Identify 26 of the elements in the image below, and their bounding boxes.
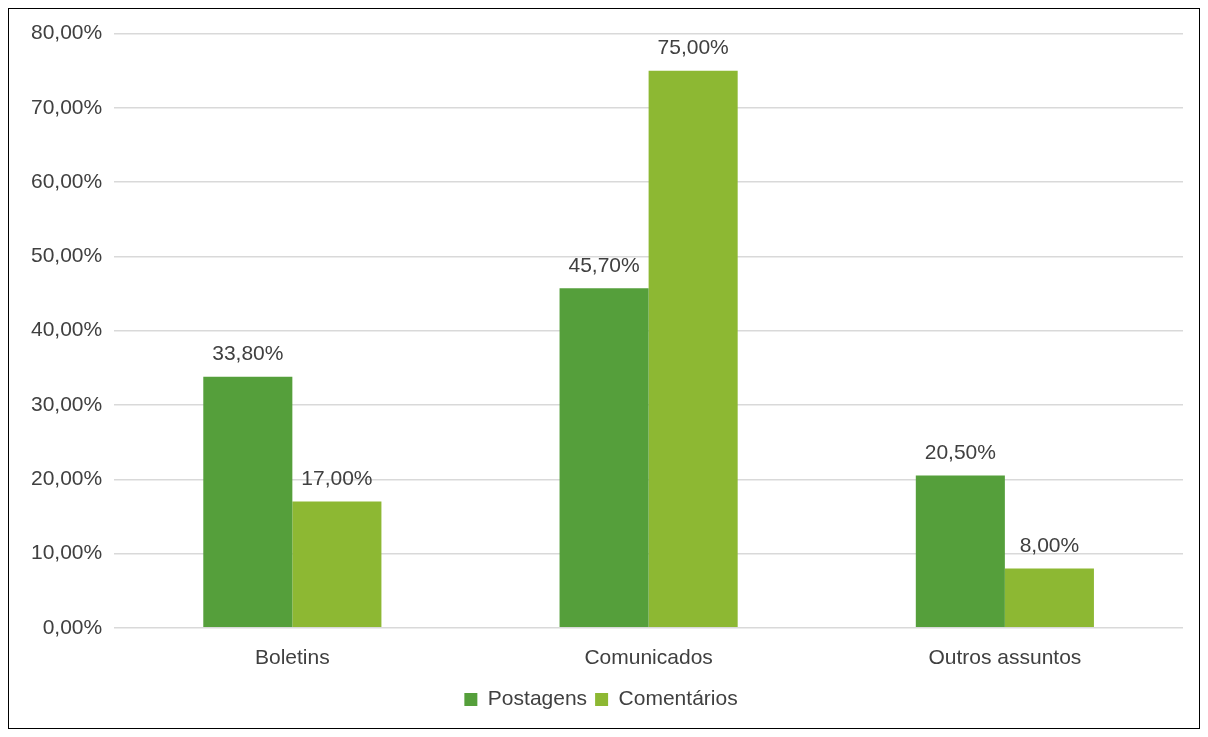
y-tick-label: 40,00%: [30, 317, 103, 341]
bar: [292, 501, 382, 628]
data-label: 20,50%: [924, 439, 996, 463]
bar: [559, 288, 649, 628]
y-tick-label: 30,00%: [30, 391, 103, 415]
x-tick-label: Boletins: [254, 645, 330, 669]
data-label: 45,70%: [568, 252, 640, 276]
x-tick-label: Comunicados: [584, 645, 713, 669]
x-tick-label: Outros assuntos: [928, 645, 1082, 669]
bar: [648, 70, 738, 628]
data-label: 17,00%: [301, 465, 373, 489]
y-tick-label: 10,00%: [30, 540, 103, 564]
y-tick-label: 20,00%: [30, 466, 103, 490]
data-label: 75,00%: [657, 35, 729, 59]
y-tick-label: 80,00%: [30, 20, 103, 44]
bar: [1004, 568, 1094, 628]
y-tick-label: 60,00%: [30, 168, 103, 192]
legend-label: Comentários: [618, 686, 738, 710]
data-label: 33,80%: [212, 341, 284, 365]
bar: [203, 376, 293, 628]
y-tick-label: 70,00%: [30, 94, 103, 118]
y-tick-label: 0,00%: [42, 614, 103, 638]
legend-label: Postagens: [487, 686, 588, 710]
bar: [915, 475, 1005, 628]
y-tick-label: 50,00%: [30, 243, 103, 267]
data-label: 8,00%: [1019, 532, 1080, 556]
